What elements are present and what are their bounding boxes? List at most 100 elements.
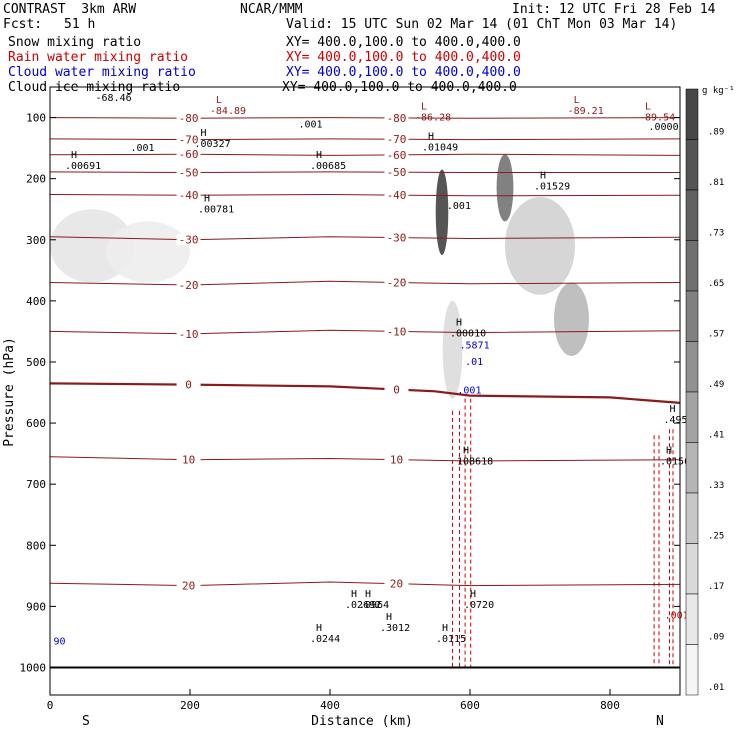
contour-label-bg-3-1: [384, 166, 409, 178]
contour--80: [49, 117, 681, 119]
annotation-1: .001: [131, 143, 155, 154]
extremum-value-9: .00781: [198, 204, 234, 215]
extremum-kind-1: L: [421, 102, 427, 113]
y-tick-label-900: 900: [26, 600, 46, 613]
annotation-5: .5871: [460, 341, 490, 352]
colorbar-label-9: .17: [708, 582, 724, 592]
colorbar-label-1: .81: [708, 178, 724, 188]
colorbar-label-8: .25: [708, 531, 724, 541]
snow-shade-6: [442, 300, 463, 399]
x-tick-label-200: 200: [180, 699, 200, 712]
colorbar-swatch-10: [685, 593, 699, 645]
extremum-kind-9: H: [204, 193, 210, 204]
y-tick-label-400: 400: [26, 295, 46, 308]
extremum-kind-5: H: [201, 128, 207, 139]
contour-label-bg-6-0: [176, 278, 201, 290]
colorbar-swatch-11: [685, 644, 699, 696]
y-tick-label-800: 800: [26, 539, 46, 552]
extremum-kind-16: H: [470, 589, 476, 600]
field-name-snow: Snow mixing ratio: [8, 35, 142, 50]
colorbar-label-11: .01: [708, 683, 724, 693]
annotation-3: .001: [447, 201, 471, 212]
snow-shade-3: [554, 282, 589, 356]
y-tick-label-700: 700: [26, 478, 46, 491]
extremum-value-0: -84.89: [210, 106, 246, 117]
colorbar-swatch-5: [685, 341, 699, 393]
extremum-value-7: .01049: [422, 143, 458, 154]
extremum-value-8: .01529: [534, 182, 570, 193]
colorbar-swatch-7: [685, 442, 699, 494]
contour-label-bg-9-0: [176, 453, 201, 465]
contour-label-bg-6-1: [384, 276, 409, 288]
contour-label-bg-4-0: [176, 189, 201, 201]
contour-label--40-1: -40: [387, 189, 407, 202]
colorbar-swatch-3: [685, 240, 699, 292]
contour-label-0-1: 0: [393, 384, 400, 397]
contour-label--60-0: -60: [179, 148, 199, 161]
colorbar: .89 .81 .73 .65 .57 .49 .41 .33 .25 .17 .09 .01: [685, 88, 724, 696]
colorbar-label-3: .65: [708, 279, 724, 289]
contour-label-bg-10-0: [176, 579, 201, 591]
field-xy-rain: XY= 400.0,100.0 to 400.0,400.0: [286, 50, 521, 65]
contour-label-layer: -80 -80-70 -70-60 -60-50 -50-40 -40-30 -30-20-…: [54, 93, 691, 647]
contour-label--10-1: -10: [387, 325, 407, 338]
extremum-kind-13: H: [670, 404, 676, 415]
contour-label-bg-3-0: [176, 166, 201, 178]
contour--50: [49, 171, 680, 174]
contour-label-bg-4-1: [384, 189, 409, 201]
extremum-value-4: .00691: [65, 161, 101, 172]
contour-label-bg-8-0: [176, 378, 201, 390]
extremum-value-19: .0115: [436, 634, 466, 645]
field-name-cloud-water: Cloud water mixing ratio: [8, 65, 196, 80]
extremum-kind-19: H: [442, 623, 448, 634]
colorbar-swatch-4: [685, 290, 699, 342]
contour-label-bg-2-1: [384, 148, 409, 160]
header-fcst-label: Fcst:: [3, 17, 43, 32]
contour-label--70-0: -70: [179, 134, 199, 147]
y-tick-label-500: 500: [26, 356, 46, 369]
contour-label-bg-5-0: [176, 233, 201, 245]
field-xy-cloud-water: XY= 400.0,100.0 to 400.0,400.0: [286, 65, 521, 80]
extremum-kind-10: H: [456, 317, 462, 328]
header-init: Init: 12 UTC Fri 28 Feb 14: [512, 2, 716, 17]
contour-label--30-0: -30: [179, 234, 199, 247]
extremum-kind-8: H: [540, 171, 546, 182]
contour-label-10-0: 10: [182, 454, 195, 467]
y-tick-label-1000: 1000: [20, 662, 47, 675]
extremum-kind-2: L: [574, 95, 580, 106]
plot-frame: [49, 86, 681, 696]
contour-10: [49, 456, 681, 462]
rain-layer: [452, 398, 674, 668]
contour--10: [49, 329, 681, 335]
extremum-value-6: .00685: [310, 161, 346, 172]
extremum-kind-7: H: [428, 132, 434, 143]
contour-label-20-1: 20: [390, 578, 403, 591]
extremum-value-15: .0964: [359, 600, 389, 611]
colorbar-label-2: .73: [708, 228, 724, 238]
snow-shading-layer: [50, 154, 589, 399]
contour-label-20-0: 20: [182, 580, 195, 593]
y-tick-label-200: 200: [26, 173, 46, 186]
annotation-7: .001: [457, 386, 481, 397]
extremum-value-5: .00327: [195, 139, 231, 150]
extremum-value-3: -89.54: [639, 113, 675, 124]
y-tick-label-600: 600: [26, 417, 46, 430]
contour-label--20-0: -20: [179, 279, 199, 292]
extremum-kind-6: H: [316, 150, 322, 161]
annotation-8: .001: [665, 611, 689, 622]
extremum-kind-3: L: [645, 102, 651, 113]
extremum-kind-15: H: [365, 589, 371, 600]
colorbar-label-5: .49: [708, 380, 724, 390]
x-axis-label: Distance (km): [311, 714, 413, 729]
contour-label--60-1: -60: [387, 149, 407, 162]
contour-label--80-0: -80: [179, 112, 199, 125]
contour-label--50-1: -50: [387, 166, 407, 179]
extremum-value-18: .0244: [310, 634, 340, 645]
extremum-kind-11: H: [463, 446, 469, 457]
x-endpoint-left: S: [82, 714, 90, 729]
colorbar-swatch-1: [685, 139, 699, 191]
colorbar-label-7: .33: [708, 481, 724, 491]
colorbar-unit: g kg⁻¹: [702, 86, 735, 96]
contour-label--30-1: -30: [387, 232, 407, 245]
